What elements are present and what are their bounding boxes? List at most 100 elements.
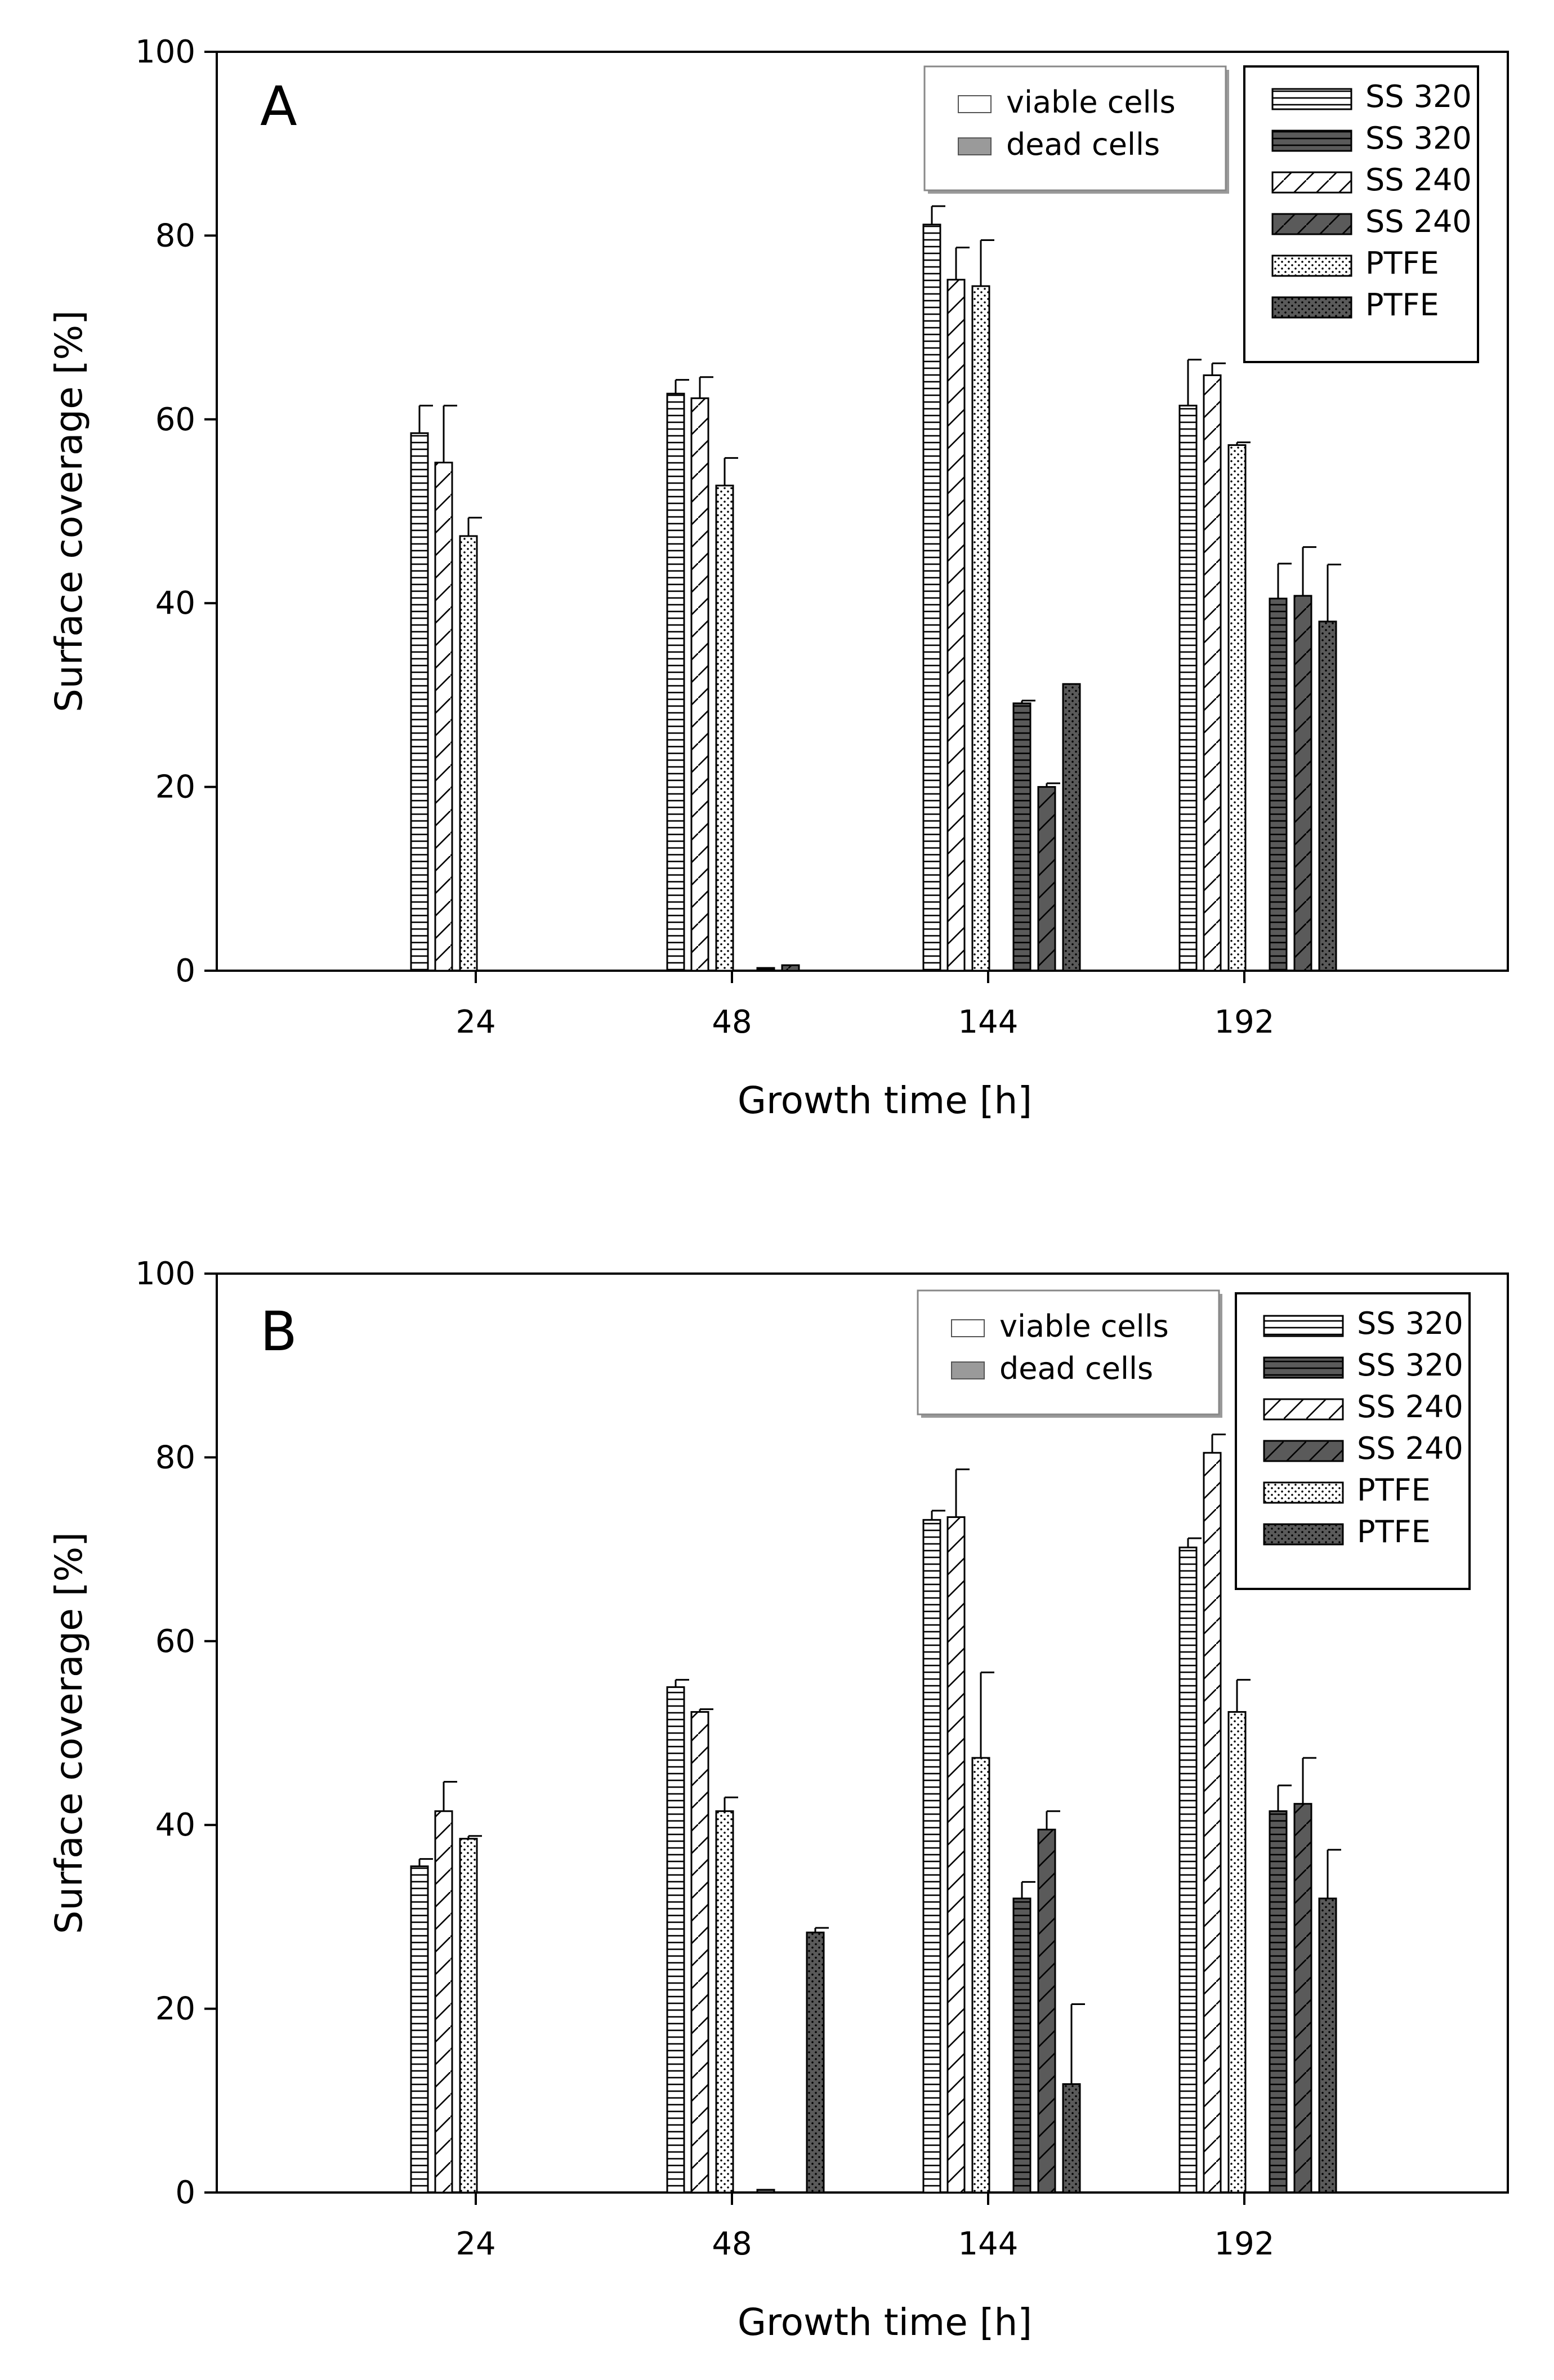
x-axis-title: Growth time [h] (738, 1079, 1032, 1122)
y-tick-label: 100 (135, 34, 195, 70)
legend-swatch (1271, 171, 1352, 194)
bar (1318, 620, 1337, 972)
bar (922, 224, 941, 972)
legend-swatch (951, 1361, 985, 1379)
y-tick-label: 80 (155, 217, 195, 254)
bar (1012, 1897, 1031, 2194)
legend-swatch (958, 95, 992, 113)
bar (1269, 1810, 1288, 2194)
bar (434, 1810, 453, 2194)
y-tick-label: 40 (155, 1807, 195, 1843)
bar (1062, 683, 1081, 972)
bar (1178, 404, 1198, 972)
y-tick-label: 40 (155, 585, 195, 622)
bar (971, 285, 990, 972)
x-tick-label: 144 (958, 2226, 1019, 2262)
y-tick-label: 0 (175, 953, 195, 989)
legend-swatch (1271, 254, 1352, 277)
bar (946, 1516, 966, 2194)
bar (410, 1865, 429, 2194)
bar (971, 1757, 990, 2194)
bar (756, 967, 775, 972)
legend-swatch (958, 137, 992, 155)
bar (1037, 1828, 1056, 2194)
legend-swatch (1263, 1523, 1344, 1546)
legend-swatch (1263, 1398, 1344, 1421)
bar (922, 1519, 941, 2194)
legend-label: dead cells (999, 1351, 1153, 1386)
y-axis-title: Surface coverage [%] (47, 1532, 91, 1934)
bar (1062, 2083, 1081, 2194)
bar (781, 964, 800, 972)
legend-label: SS 240 (1365, 204, 1472, 239)
y-tick-label: 20 (155, 769, 195, 806)
bar (1203, 374, 1222, 972)
plot-frame (216, 51, 1509, 972)
bar (410, 432, 429, 972)
legend-label: PTFE (1357, 1472, 1431, 1508)
legend-swatch (951, 1319, 985, 1337)
bar (459, 535, 478, 972)
bar (690, 397, 709, 972)
legend-label: SS 240 (1365, 162, 1472, 198)
bar (1012, 702, 1031, 972)
legend-label: PTFE (1365, 287, 1439, 323)
bar (1269, 597, 1288, 972)
bar (459, 1838, 478, 2194)
bar (1293, 1803, 1312, 2194)
bar (1037, 786, 1056, 972)
legend-label: SS 320 (1365, 79, 1472, 114)
x-tick-label: 48 (712, 2226, 752, 2262)
legend-swatch (1271, 130, 1352, 152)
bar (690, 1711, 709, 2194)
bar (1227, 444, 1247, 972)
panel-letter: A (260, 75, 297, 138)
bar (666, 1686, 685, 2194)
panel-b: 0 20 40 60 80 100 24 48 144 192 Growth time [h] Sur… (47, 1256, 1509, 2344)
legend-swatch (1263, 1440, 1344, 1462)
legend-label: viable cells (1006, 84, 1176, 120)
legend-swatch (1271, 88, 1352, 110)
legend-swatch (1271, 213, 1352, 235)
legend-swatch (1263, 1356, 1344, 1379)
bar (434, 462, 453, 972)
legend-label: SS 240 (1357, 1389, 1463, 1425)
legend-swatch (1263, 1481, 1344, 1504)
panel-letter: B (260, 1300, 297, 1363)
legend-label: PTFE (1365, 245, 1439, 281)
x-tick-label: 192 (1214, 2226, 1275, 2262)
legend-label: SS 320 (1365, 120, 1472, 156)
bar (806, 1931, 825, 2194)
legend-cells (917, 1289, 1220, 1416)
x-tick-label: 24 (456, 1004, 495, 1041)
legend-label: PTFE (1357, 1514, 1431, 1550)
x-tick-label: 144 (958, 1004, 1019, 1041)
legend-label: dead cells (1006, 127, 1160, 162)
legend-label: SS 320 (1357, 1347, 1463, 1383)
x-tick-label: 48 (712, 1004, 752, 1041)
legend-label: SS 320 (1357, 1306, 1463, 1341)
bar (1318, 1897, 1337, 2194)
x-tick-label: 192 (1214, 1004, 1275, 1041)
y-axis-title: Surface coverage [%] (47, 310, 91, 712)
legend-label: SS 240 (1357, 1431, 1463, 1466)
x-tick-label: 24 (456, 2226, 495, 2262)
bar (715, 484, 734, 972)
bar (1227, 1711, 1247, 2194)
bar (715, 1810, 734, 2194)
legend-cells (923, 65, 1227, 191)
bar (666, 392, 685, 972)
plot-frame (216, 1272, 1509, 2194)
legend-label: viable cells (999, 1309, 1169, 1344)
y-tick-label: 60 (155, 401, 195, 438)
panel-a: 0 20 40 60 80 100 24 48 144 192 Growth time [h] Sur… (47, 34, 1509, 1122)
bar (946, 279, 966, 972)
y-tick-label: 20 (155, 1991, 195, 2028)
y-tick-label: 0 (175, 2174, 195, 2211)
bar (1293, 595, 1312, 972)
y-tick-label: 80 (155, 1439, 195, 1476)
bar (1203, 1452, 1222, 2194)
x-axis-title: Growth time [h] (738, 2301, 1032, 2344)
y-tick-label: 100 (135, 1256, 195, 1292)
